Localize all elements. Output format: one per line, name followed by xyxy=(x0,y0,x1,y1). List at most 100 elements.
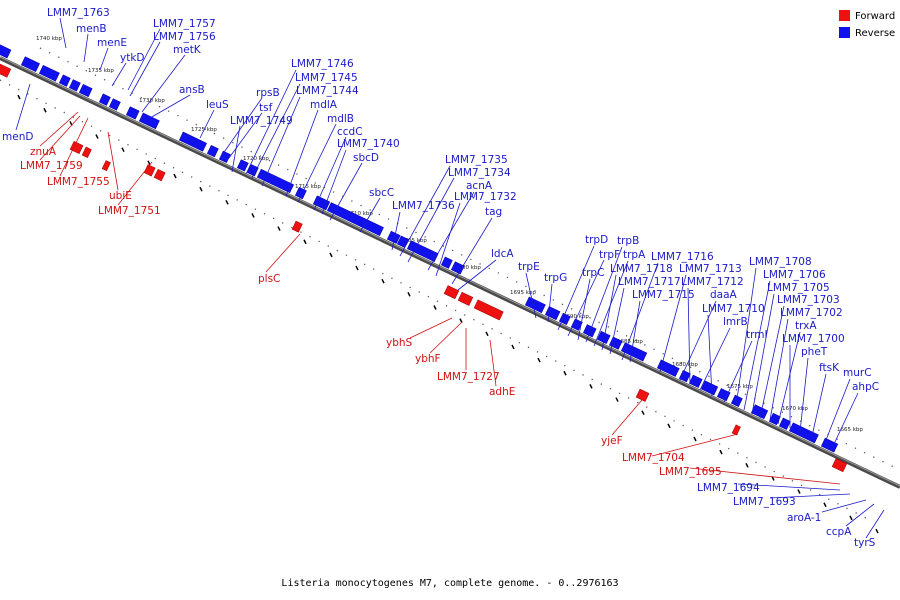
gene-label: LMM7_1755 xyxy=(47,176,110,188)
legend-reverse-swatch xyxy=(839,27,850,38)
gene-label: LMM7_1734 xyxy=(448,167,511,179)
gene-label: LMM7_1702 xyxy=(780,307,843,319)
legend-forward-swatch xyxy=(839,10,850,21)
position-tick xyxy=(303,239,307,245)
label-leader-line xyxy=(359,197,381,233)
gene-label: LMM7_1763 xyxy=(47,7,110,19)
forward-gene-block xyxy=(457,291,474,306)
genome-backbone xyxy=(0,56,900,489)
gene-label: yjeF xyxy=(601,435,623,447)
label-leader-line xyxy=(285,109,319,197)
reverse-gene-block xyxy=(68,79,81,92)
reverse-gene-block xyxy=(108,98,121,111)
gene-label: LMM7_1705 xyxy=(767,282,830,294)
label-leader-line xyxy=(409,317,453,339)
reverse-gene-block xyxy=(596,330,611,345)
label-leader-line xyxy=(83,33,89,63)
label-leader-line xyxy=(59,17,67,49)
reverse-gene-block xyxy=(716,388,731,402)
label-leader-line xyxy=(651,433,739,457)
position-tick xyxy=(641,410,645,416)
gene-label: LMM7_1751 xyxy=(98,205,161,217)
gene-label: LMM7_1716 xyxy=(651,251,714,263)
label-leader-line xyxy=(297,123,337,203)
tick-label: 1735 kbp xyxy=(88,68,114,74)
reverse-gene-block xyxy=(236,159,249,172)
forward-gene-labels: znuA LMM7_1759 LMM7_1755 ubiE LMM7_1751 … xyxy=(20,146,876,549)
gene-label: LMM7_1732 xyxy=(454,191,517,203)
gene-label: ldcA xyxy=(491,248,514,260)
gene-label: LMM7_1706 xyxy=(763,269,826,281)
forward-gene-block xyxy=(473,299,504,321)
gene-label: rpsB xyxy=(256,87,280,99)
legend-forward-label: Forward xyxy=(855,11,895,22)
gene-label: LMM7_1703 xyxy=(777,294,840,306)
tick-label: 1715 kbp xyxy=(295,184,321,190)
label-leader-line xyxy=(129,41,161,97)
label-leader-line xyxy=(99,47,109,71)
label-leader-line xyxy=(845,503,875,527)
reverse-gene-block xyxy=(440,256,453,269)
lower-dotted-guide xyxy=(0,79,871,521)
gene-label: LMM7_1710 xyxy=(702,303,765,315)
forward-gene-block xyxy=(69,140,84,155)
forward-gene-block xyxy=(635,388,650,402)
reverse-gene-block xyxy=(396,235,409,248)
tick-label: 1740 kbp xyxy=(36,36,62,42)
forward-gene-block xyxy=(831,458,848,473)
forward-gene-block xyxy=(291,220,303,233)
label-leader-line xyxy=(329,162,363,221)
gene-label: metK xyxy=(173,44,202,56)
label-leader-line xyxy=(265,233,301,273)
gene-label: LMM7_1736 xyxy=(392,200,455,212)
position-tick xyxy=(849,515,853,521)
label-leader-line xyxy=(225,112,263,163)
label-leader-line xyxy=(811,373,827,437)
position-tick xyxy=(277,226,281,231)
position-tick xyxy=(589,384,593,389)
gene-label: ccpA xyxy=(826,526,852,538)
tick-label: 1705 kbp xyxy=(401,238,427,244)
gene-label: murC xyxy=(843,367,872,379)
reverse-gene-block xyxy=(558,312,571,326)
reverse-gene-block xyxy=(246,164,259,177)
gene-label: LMM7_1735 xyxy=(445,154,508,166)
gene-label: LMM7_1746 xyxy=(291,58,354,70)
gene-label: mdlB xyxy=(327,113,354,125)
reverse-gene-block xyxy=(98,93,111,106)
label-leader-line xyxy=(679,300,717,381)
gene-label: LMM7_1718 xyxy=(610,263,673,275)
gene-label: tag xyxy=(485,206,502,218)
forward-gene-block xyxy=(101,160,111,172)
gene-label: LMM7_1695 xyxy=(659,466,722,478)
forward-gene-block xyxy=(81,146,92,159)
legend-reverse-label: Reverse xyxy=(855,28,895,39)
label-leader-line xyxy=(39,115,81,161)
position-tick xyxy=(17,94,21,100)
label-leader-line xyxy=(833,392,859,445)
label-leader-line xyxy=(111,62,127,87)
genome-backbone-highlight xyxy=(0,56,900,487)
reverse-gene-blocks xyxy=(0,44,839,453)
position-tick xyxy=(433,305,437,310)
gene-label: trxA xyxy=(795,320,817,332)
gene-label: sbcD xyxy=(353,152,379,164)
label-leader-line xyxy=(313,136,347,211)
gene-label: ytkD xyxy=(120,52,145,64)
gene-label: LMM7_1717 xyxy=(618,276,681,288)
label-leader-line xyxy=(107,131,119,191)
gene-label: LMM7_1727 xyxy=(437,371,500,383)
gene-label: ccdC xyxy=(337,126,363,138)
gene-label: lmrB xyxy=(723,316,748,328)
gene-label: menE xyxy=(97,37,127,49)
label-leader-line xyxy=(759,305,785,419)
gene-label: tyrS xyxy=(854,537,876,549)
position-tick xyxy=(485,331,489,337)
label-leader-line xyxy=(601,274,617,351)
label-leader-line xyxy=(435,202,461,277)
position-tick xyxy=(537,357,541,363)
label-leader-line xyxy=(117,161,153,206)
forward-gene-block xyxy=(143,164,156,177)
gene-label: LMM7_1745 xyxy=(295,72,358,84)
position-tick xyxy=(719,449,723,455)
